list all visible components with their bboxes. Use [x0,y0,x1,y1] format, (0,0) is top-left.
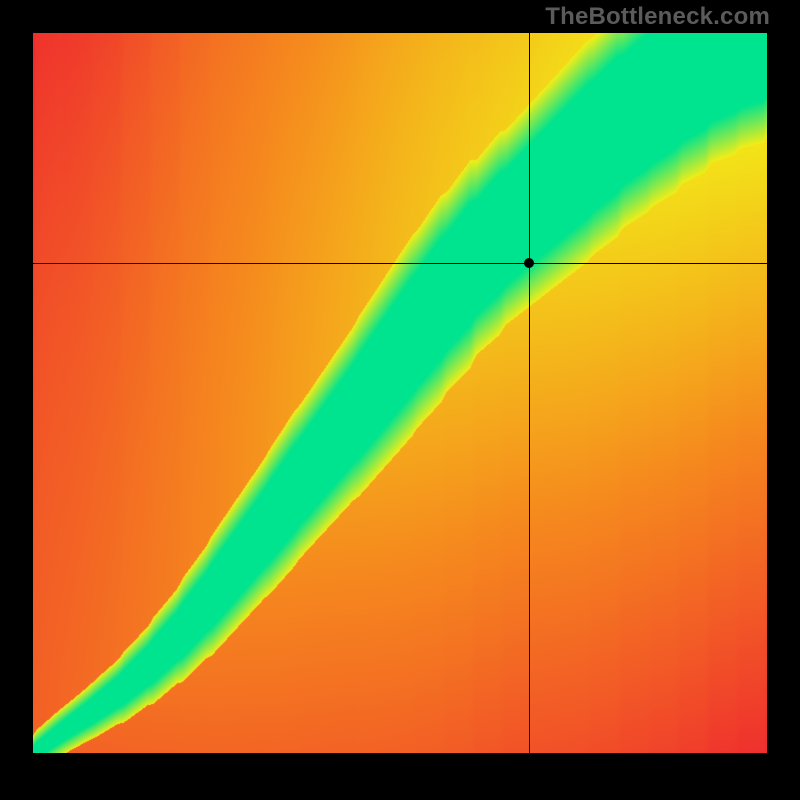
heatmap-plot [33,33,767,753]
crosshair-vertical [529,33,530,753]
heatmap-canvas [33,33,767,753]
chart-frame: TheBottleneck.com [0,0,800,800]
crosshair-horizontal [33,263,767,264]
watermark-text: TheBottleneck.com [545,3,770,31]
